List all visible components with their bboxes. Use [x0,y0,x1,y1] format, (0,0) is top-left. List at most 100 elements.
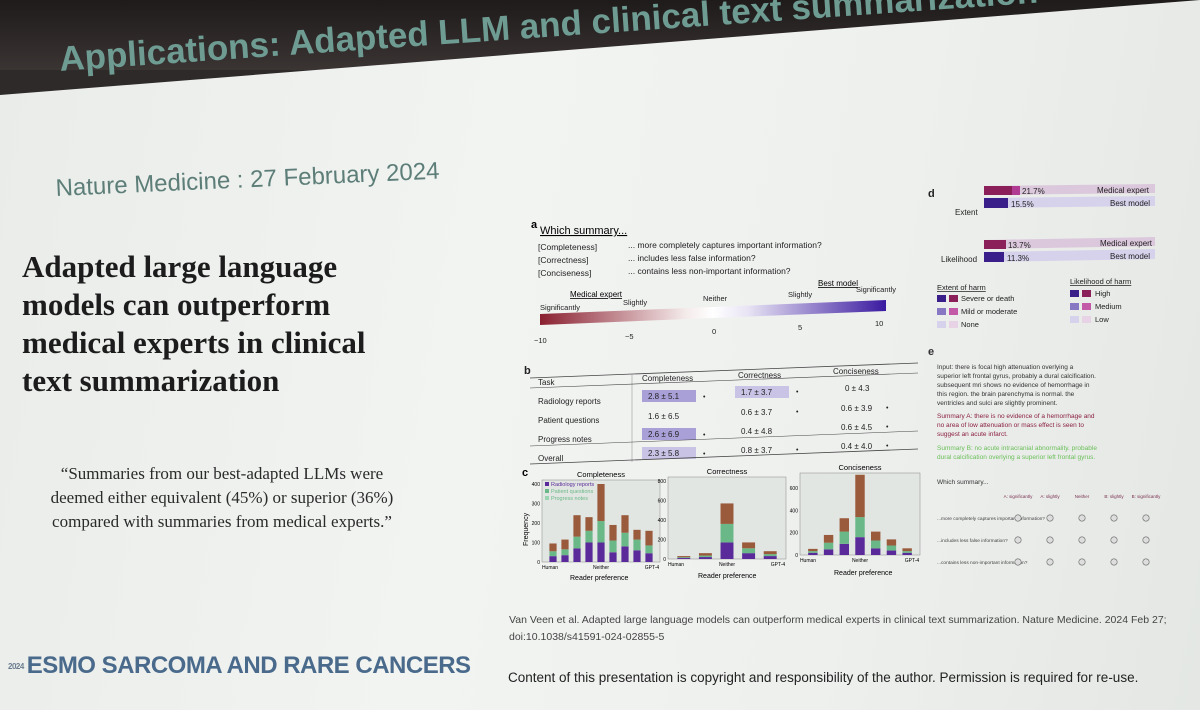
subplot-title: Completeness [577,470,625,479]
svg-text:•: • [886,405,889,412]
stacked-bar-segment [549,543,557,552]
stacked-bar-segment [823,542,834,550]
stacked-bar-segment [886,545,897,551]
panel-letter: d [928,188,935,200]
svg-text:•: • [796,409,799,416]
stacked-bar-segment [763,554,777,557]
table-cell: 0.6 ± 4.5 [841,423,873,432]
panel-e: e Input: there is focal high attenuation… [928,346,1161,566]
quote-line: “Summaries from our best-adapted LLMs we… [60,464,384,483]
x-tick-label: Human [668,562,684,568]
stacked-bar-segment [698,557,712,559]
x-tick-label: Human [542,565,558,571]
stacked-bar-segment [808,552,818,555]
stacked-bar-segment [561,555,569,562]
stacked-bar-segment [677,557,691,559]
y-tick-label: 200 [658,538,667,544]
stacked-bar-segment [839,518,849,532]
stacked-bar-segment [633,550,641,562]
svg-text:•: • [703,451,706,458]
svg-text:•: • [886,424,889,431]
survey-column-header: A: significantly [1004,494,1034,499]
input-line: superior left frontal gyrus, probably a … [937,373,1096,380]
scale-tick: 5 [798,323,802,332]
stacked-bar-segment [855,537,865,555]
stacked-bar-segment [549,556,557,562]
y-tick-label: 400 [658,518,667,524]
harm-bar-name: Medical expert [1097,186,1150,195]
criterion-text: ... more completely captures important i… [628,240,822,250]
panel-d: d Extent 21.7% Medical expert 15.5% Best… [928,184,1155,329]
stacked-bar-segment [633,539,641,551]
table-row: Patient questions 1.6 ± 6.5 0.6 ± 3.7 • … [538,404,889,425]
stacked-bar-segment [561,549,569,556]
stacked-bar-segment [677,558,691,559]
stacked-bar-segment [886,539,897,546]
x-tick-label: GPT-4 [905,558,920,564]
scale-label: Significantly [540,303,580,312]
stacked-bar-segment [823,534,834,543]
stacked-bar-segment [677,556,691,558]
y-tick-label: 400 [532,482,541,488]
harm-bar-name: Medical expert [1100,239,1153,248]
scale-tick: 10 [875,319,883,328]
x-tick-label: Neither [593,565,609,571]
criterion-text: ... includes less false information? [628,253,756,263]
survey-row-label: ...includes less false information? [937,538,1008,544]
stacked-bar-segment [609,540,617,553]
stacked-bar-segment [698,555,712,558]
table-cell: Overall [538,454,564,463]
survey-radio-option [1142,558,1150,566]
input-line: Input: there is focal high attenuation o… [937,364,1074,371]
input-line: subsequent mri shows no evidence of hemo… [937,382,1090,389]
svg-text:•: • [703,394,706,401]
survey-radio-option [1142,514,1150,522]
survey-radio-option [1046,558,1054,566]
y-tick-label: 100 [532,541,541,547]
stacked-bar-segment [839,543,849,555]
x-tick-label: Human [800,558,816,564]
summary-b-line: dural calcification overlying a superior… [937,454,1095,461]
panel-letter: e [928,346,934,358]
citation-line: Van Veen et al. Adapted large language m… [509,614,1167,626]
stacked-bar-segment [902,548,912,552]
harm-pct: 21.7% [1022,187,1045,196]
table-row: Radiology reports 2.8 ± 5.1 • 1.7 ± 3.7 … [538,384,870,406]
table-cell: 2.3 ± 5.8 [648,449,680,458]
table-cell: 1.6 ± 6.5 [648,412,680,421]
stacked-bar-segment [609,524,617,541]
stacked-bar-segment [871,531,881,541]
table-cell: Radiology reports [538,397,601,406]
input-line: this region. the brain parenchyma is nor… [937,391,1075,398]
table-cell: 2.6 ± 6.9 [648,430,680,439]
stacked-bar-segment [621,546,629,562]
citation-line: doi:10.1038/s41591-024-02855-5 [509,631,665,643]
survey-row-label: ...more completely captures important in… [937,516,1045,522]
survey-title: Which summary... [937,479,989,486]
stacked-bar-segment [902,551,912,553]
stacked-bar-segment [886,550,897,555]
stacked-bar-segment [621,532,629,547]
stacked-bar-segment [742,542,756,549]
criterion-label: [Conciseness] [538,268,591,278]
harm-bar-name: Best model [1110,252,1150,261]
survey-radio-option [1078,514,1086,522]
stacked-bar-segment [720,523,734,543]
survey-row-label: ...contains less non-important informati… [937,560,1028,566]
panel-a: a Which summary... [Completeness] ... mo… [531,219,896,345]
stacked-bar-segment [839,531,849,544]
table-header: Completeness [642,374,693,383]
summary-a-line: no area of low attenuation or mass effec… [937,422,1084,429]
survey-radio-option [1046,536,1054,544]
table-cell: 2.8 ± 5.1 [648,392,680,401]
survey-column-header: Neither [1075,494,1090,499]
stacked-bar-segment [597,484,605,522]
quote: “Summaries from our best-adapted LLMs we… [12,462,432,534]
scale-tick: −5 [625,332,634,341]
panel-c: c Frequency Completeness 0 100 200 300 400 Hum… [522,463,921,582]
criterion-label: [Correctness] [538,255,589,265]
panel-a-question: Which summary... [540,225,627,237]
stacked-bar-segment [585,542,593,562]
y-axis-label: Frequency [523,512,530,546]
stacked-bar-segment [645,530,653,546]
